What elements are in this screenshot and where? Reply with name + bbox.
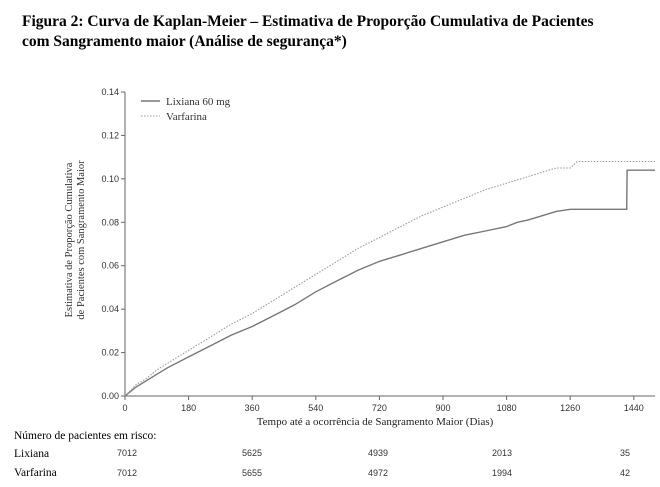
x-tick-label: 900 — [435, 403, 450, 413]
legend-label-1: Varfarina — [166, 111, 207, 123]
y-tick-label: 0.10 — [101, 174, 119, 184]
x-axis-label: Tempo até a ocorrência de Sangramento Ma… — [257, 416, 494, 428]
risk-value: 7012 — [117, 468, 137, 478]
risk-value: 5625 — [242, 448, 262, 458]
figure-title-line2: com Sangramento maior (Análise de segura… — [22, 33, 347, 50]
y-tick-label: 0.00 — [101, 391, 119, 401]
legend-label-0: Lixiana 60 mg — [166, 96, 231, 108]
x-tick-label: 540 — [308, 403, 323, 413]
figure-title: Figura 2: Curva de Kaplan-Meier – Estima… — [22, 12, 652, 52]
risk-value: 5655 — [242, 468, 262, 478]
y-tick-label: 0.12 — [101, 130, 119, 140]
risk-value: 2013 — [492, 448, 512, 458]
y-tick-label: 0.06 — [101, 261, 119, 271]
y-axis-label-line2: de Pacientes com Sangramento Maior — [76, 160, 87, 320]
x-tick-label: 180 — [181, 403, 196, 413]
risk-table-title: Número de pacientes em risco: — [14, 430, 157, 442]
x-tick-label: 720 — [372, 403, 387, 413]
y-tick-label: 0.08 — [101, 217, 119, 227]
risk-value: 35 — [620, 448, 630, 458]
y-tick-label: 0.14 — [101, 87, 119, 97]
x-tick-label: 360 — [245, 403, 260, 413]
y-tick-label: 0.02 — [101, 348, 119, 358]
y-axis-label-line1: Estimativa de Proporção Cumulativa — [64, 162, 75, 317]
series-line-varfarina — [124, 160, 655, 397]
risk-value: 4972 — [368, 468, 388, 478]
y-tick-label: 0.04 — [101, 304, 119, 314]
x-tick-label: 1080 — [497, 403, 517, 413]
risk-value: 42 — [620, 468, 630, 478]
risk-row-label-varfarina: Varfarina — [14, 467, 57, 479]
risk-value: 4939 — [368, 448, 388, 458]
x-tick-label: 0 — [122, 403, 127, 413]
risk-value: 7012 — [117, 448, 137, 458]
risk-row-label-lixiana: Lixiana — [14, 448, 50, 460]
risk-value: 1994 — [492, 468, 512, 478]
figure-title-line1: Figura 2: Curva de Kaplan-Meier – Estima… — [22, 13, 594, 30]
x-tick-label: 1440 — [624, 403, 644, 413]
series-line-lixiana — [124, 169, 655, 397]
x-tick-label: 1260 — [560, 403, 580, 413]
